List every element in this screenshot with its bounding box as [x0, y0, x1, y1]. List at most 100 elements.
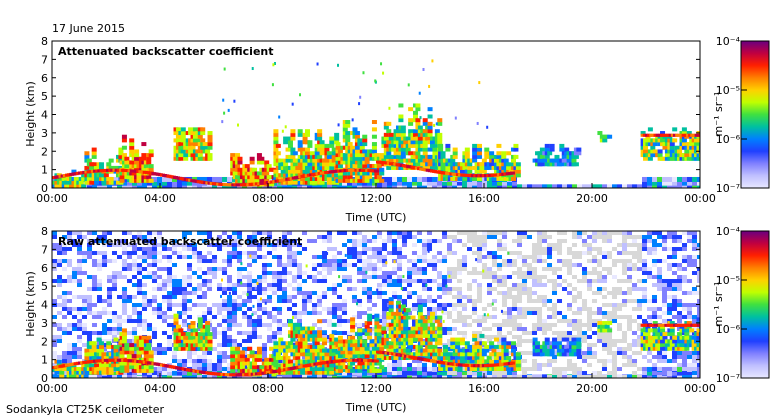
- heatmap-cell: [577, 255, 582, 259]
- heatmap-cell: [242, 375, 247, 378]
- heatmap-cell: [148, 153, 154, 158]
- heatmap-cell: [287, 184, 292, 188]
- heatmap-cell: [371, 120, 377, 125]
- heatmap-cell: [232, 287, 237, 291]
- heatmap-cell: [237, 167, 243, 172]
- heatmap-cell: [373, 169, 379, 173]
- x-tick-label: 08:00: [252, 192, 284, 205]
- heatmap-cell: [582, 307, 587, 311]
- heatmap-cell: [607, 184, 612, 188]
- heatmap-cell: [237, 255, 242, 259]
- heatmap-cell: [567, 331, 572, 335]
- heatmap-cell: [532, 374, 537, 378]
- heatmap-cell: [657, 279, 662, 283]
- heatmap-cell: [212, 255, 217, 259]
- heatmap-cell: [422, 374, 427, 378]
- heatmap-cell: [657, 315, 662, 319]
- heatmap-cell: [277, 283, 282, 287]
- heatmap-cell: [97, 184, 102, 188]
- heatmap-cell: [87, 311, 92, 315]
- heatmap-cell: [681, 142, 687, 147]
- heatmap-cell: [512, 315, 517, 319]
- date-label: 17 June 2015: [52, 22, 125, 35]
- heatmap-cell: [662, 283, 667, 287]
- heatmap-cell: [148, 178, 154, 183]
- heatmap-cell: [222, 315, 227, 319]
- heatmap-cell: [592, 343, 597, 347]
- heatmap-cell: [257, 335, 262, 339]
- heatmap-cell: [314, 143, 320, 148]
- heatmap-cell: [482, 231, 487, 235]
- heatmap-cell: [127, 267, 132, 271]
- heatmap-cell: [607, 374, 612, 378]
- heatmap-cell: [92, 375, 97, 378]
- heatmap-cell: [297, 267, 302, 271]
- heatmap-cell: [67, 347, 72, 351]
- heatmap-cell: [362, 180, 367, 186]
- heatmap-cell: [602, 287, 607, 291]
- heatmap-cell: [272, 63, 275, 67]
- heatmap-cell: [232, 251, 237, 255]
- heatmap-cell: [317, 295, 322, 299]
- heatmap-cell: [517, 291, 522, 295]
- heatmap-cell: [197, 176, 202, 182]
- heatmap-cell: [364, 160, 370, 165]
- heatmap-cell: [672, 255, 677, 259]
- heatmap-cell: [427, 239, 432, 243]
- heatmap-cell: [342, 279, 347, 283]
- heatmap-cell: [477, 374, 482, 378]
- heatmap-cell: [86, 176, 92, 181]
- heatmap-cell: [612, 363, 617, 367]
- heatmap-cell: [162, 367, 167, 371]
- heatmap-cell: [642, 180, 647, 186]
- heatmap-cell: [612, 367, 617, 371]
- heatmap-cell: [397, 366, 402, 372]
- heatmap-cell: [527, 235, 532, 239]
- heatmap-cell: [462, 323, 467, 327]
- heatmap-cell: [392, 267, 397, 271]
- heatmap-cell: [319, 151, 325, 156]
- heatmap-cell: [262, 311, 267, 315]
- heatmap-cell: [62, 267, 67, 271]
- heatmap-cell: [182, 275, 187, 279]
- heatmap-cell: [82, 271, 87, 275]
- heatmap-cell: [257, 275, 262, 279]
- heatmap-cell: [252, 283, 257, 287]
- heatmap-cell: [412, 323, 417, 327]
- heatmap-cell: [82, 307, 87, 311]
- heatmap-cell: [227, 370, 232, 376]
- heatmap-cell: [242, 347, 247, 351]
- heatmap-cell: [217, 243, 222, 247]
- heatmap-cell: [77, 295, 82, 299]
- heatmap-cell: [272, 247, 277, 251]
- heatmap-cell: [200, 131, 206, 136]
- heatmap-cell: [467, 180, 472, 186]
- heatmap-cell: [227, 327, 232, 331]
- heatmap-cell: [77, 307, 82, 311]
- heatmap-cell: [232, 343, 237, 347]
- heatmap-cell: [452, 235, 457, 239]
- heatmap-cell: [422, 271, 427, 275]
- heatmap-cell: [567, 363, 572, 367]
- heatmap-cell: [472, 331, 477, 335]
- heatmap-cell: [249, 178, 255, 183]
- heatmap-cell: [492, 255, 497, 259]
- panel-attenuated: Attenuated backscatter coefficient 01234…: [24, 35, 716, 224]
- heatmap-cell: [397, 279, 402, 283]
- heatmap-cell: [582, 251, 587, 255]
- heatmap-cell: [52, 243, 57, 247]
- heatmap-cell: [517, 283, 522, 287]
- heatmap-cell: [607, 255, 612, 259]
- heatmap-cell: [273, 162, 279, 167]
- heatmap-cell: [319, 147, 325, 152]
- heatmap-cell: [492, 271, 497, 275]
- heatmap-cell: [437, 375, 442, 378]
- heatmap-cell: [147, 251, 152, 255]
- heatmap-cell: [137, 303, 142, 307]
- heatmap-cell: [307, 311, 312, 315]
- heatmap-cell: [117, 255, 122, 259]
- heatmap-cell: [632, 243, 637, 247]
- heatmap-cell: [507, 370, 512, 376]
- heatmap-cell: [422, 239, 427, 243]
- heatmap-cell: [152, 255, 157, 259]
